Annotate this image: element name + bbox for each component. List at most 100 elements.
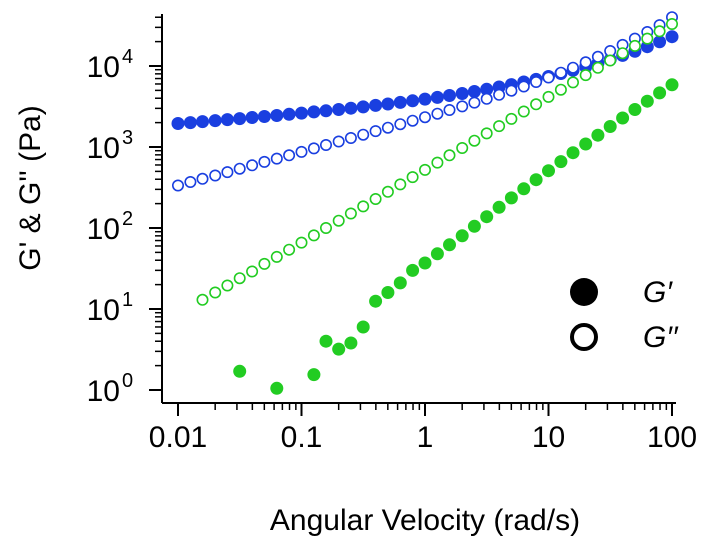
legend-label-g-double-prime: G′′ (643, 321, 679, 354)
legend-label-g-prime: G′ (643, 276, 673, 309)
data-point (258, 155, 271, 168)
data-point (270, 250, 283, 263)
data-point (257, 110, 271, 123)
data-point (566, 61, 579, 74)
data-point (406, 263, 420, 277)
data-point (455, 229, 469, 243)
data-point (456, 100, 469, 113)
data-point (443, 89, 456, 102)
data-point (529, 173, 543, 187)
data-point (369, 125, 382, 138)
data-point (566, 146, 580, 160)
data-point (480, 82, 494, 96)
data-point (418, 111, 431, 124)
data-point (196, 115, 209, 129)
data-point (640, 94, 654, 108)
data-point (246, 265, 259, 278)
data-point (604, 54, 617, 67)
data-point (542, 71, 555, 84)
data-point (418, 256, 432, 270)
data-point (468, 96, 481, 109)
data-point (307, 368, 321, 382)
data-point (641, 32, 654, 45)
y-axis-label: G' & G'' (Pa) (14, 105, 47, 271)
y-tick-label: 10 (87, 375, 120, 408)
data-point (591, 50, 604, 63)
data-point (504, 191, 518, 205)
data-point (443, 104, 456, 117)
data-point (344, 101, 358, 115)
data-point (530, 98, 543, 111)
data-point (319, 222, 332, 235)
data-point (295, 145, 308, 158)
data-point (480, 92, 493, 105)
data-point (307, 142, 320, 155)
data-point (233, 162, 246, 175)
data-point (653, 25, 666, 38)
data-point (233, 364, 247, 378)
data-point (505, 84, 518, 97)
x-tick-label: 10 (532, 421, 565, 454)
y-tick-exponent: 1 (122, 289, 133, 311)
data-point (307, 229, 320, 242)
data-point (517, 105, 530, 118)
data-point (356, 320, 370, 334)
series-2 (233, 78, 679, 395)
data-point (332, 103, 346, 116)
data-point (393, 276, 407, 290)
data-point (208, 114, 222, 128)
data-point (456, 142, 469, 155)
y-tick-label: 10 (87, 51, 120, 84)
data-point (591, 61, 604, 74)
data-point (653, 86, 667, 100)
x-tick-label: 1 (417, 421, 434, 454)
data-point (467, 85, 481, 98)
x-tick-label: 0.01 (149, 421, 207, 454)
data-point (220, 113, 234, 127)
data-point (209, 286, 222, 299)
data-point (418, 92, 432, 106)
data-point (467, 219, 481, 233)
data-point (579, 56, 592, 69)
data-point (295, 236, 308, 249)
data-point (172, 179, 185, 192)
data-point (616, 47, 629, 60)
data-point (196, 172, 209, 185)
data-point (282, 107, 296, 121)
data-point (554, 83, 567, 96)
data-point (430, 247, 444, 261)
data-point (246, 159, 259, 172)
data-point (369, 294, 383, 308)
data-point (233, 272, 246, 285)
data-point (431, 107, 444, 120)
data-point (183, 116, 197, 130)
data-point (653, 35, 667, 49)
data-point (616, 111, 630, 125)
data-point (369, 193, 382, 206)
data-point (665, 78, 679, 92)
data-point (517, 80, 530, 93)
data-point (554, 66, 567, 79)
data-point (430, 90, 444, 104)
data-point (283, 243, 296, 256)
data-point (393, 95, 407, 109)
data-point (196, 293, 209, 306)
series-3 (196, 17, 678, 306)
data-point (493, 120, 506, 133)
data-point (319, 139, 332, 152)
data-point (221, 279, 234, 292)
y-tick-exponent: 2 (122, 208, 133, 230)
data-point (357, 128, 370, 141)
data-point (332, 214, 345, 227)
data-point (628, 103, 642, 116)
data-point (443, 149, 456, 162)
data-point (245, 111, 259, 124)
data-point (270, 109, 284, 122)
series-layer (171, 11, 679, 395)
data-point (406, 171, 419, 184)
x-ticks: 0.01 0.1 1 10 100 (149, 403, 697, 454)
data-point (431, 156, 444, 169)
data-point (344, 336, 358, 350)
data-point (579, 137, 593, 151)
x-tick-label: 0.1 (281, 421, 323, 454)
